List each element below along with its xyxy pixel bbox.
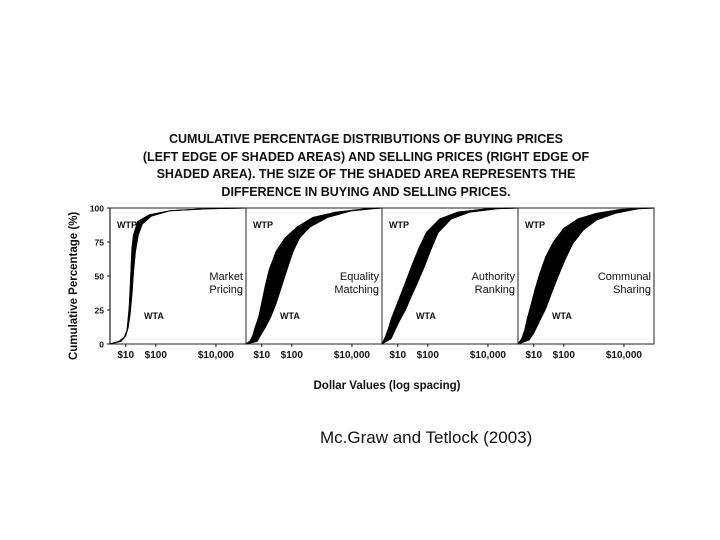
x-tick-label: $10,000 <box>334 350 371 361</box>
wta-label: WTA <box>280 311 300 321</box>
y-tick-label: 25 <box>95 306 105 316</box>
wtp-label: WTP <box>117 220 137 230</box>
source-credit: Mc.Graw and Tetlock (2003) <box>320 428 533 447</box>
x-tick-label: $100 <box>417 350 440 361</box>
title-line: SHADED AREA). THE SIZE OF THE SHADED ARE… <box>156 167 576 181</box>
panel-name: Authority <box>472 271 516 283</box>
wta-label: WTA <box>144 311 164 321</box>
wtp-line <box>517 207 655 345</box>
wta-line <box>109 207 247 345</box>
wtp-label: WTP <box>525 220 545 230</box>
panel-name: Communal <box>598 271 651 283</box>
title-line: CUMULATIVE PERCENTAGE DISTRIBUTIONS OF B… <box>168 132 563 146</box>
x-tick-label: $10 <box>525 350 542 361</box>
y-tick-label: 75 <box>95 238 105 248</box>
y-axis-label: Cumulative Percentage (%) <box>68 212 80 360</box>
x-tick-label: $100 <box>145 350 168 361</box>
panel-frame <box>517 207 655 345</box>
title-line: (LEFT EDGE OF SHADED AREAS) AND SELLING … <box>142 149 590 164</box>
x-tick-label: $10,000 <box>470 350 507 361</box>
title-line: DIFFERENCE IN BUYING AND SELLING PRICES. <box>221 184 511 199</box>
panel-name: Ranking <box>475 284 515 296</box>
x-tick-label: $10,000 <box>606 350 643 361</box>
x-tick-label: $10 <box>253 350 270 361</box>
panel-name: Market <box>209 271 243 283</box>
wta-line <box>245 207 383 345</box>
wta-line <box>517 207 655 345</box>
wta-label: WTA <box>552 311 572 321</box>
wta-line <box>381 207 519 345</box>
panel-name: Equality <box>340 271 380 283</box>
y-tick-label: 0 <box>99 340 104 350</box>
wtp-label: WTP <box>389 220 409 230</box>
wta-label: WTA <box>416 311 436 321</box>
x-axis-label: Dollar Values (log spacing) <box>314 380 461 392</box>
x-tick-label: $10 <box>389 350 406 361</box>
x-tick-label: $100 <box>553 350 576 361</box>
y-tick-label: 50 <box>95 272 105 282</box>
chart-title: CUMULATIVE PERCENTAGE DISTRIBUTIONS OF B… <box>100 131 632 201</box>
panel-name: Matching <box>334 284 379 296</box>
x-tick-label: $100 <box>281 350 304 361</box>
wtp-line <box>109 207 247 345</box>
x-tick-label: $10 <box>117 350 134 361</box>
wtp-line <box>381 207 519 345</box>
panel-name: Sharing <box>613 284 651 296</box>
y-tick-label: 100 <box>90 204 104 214</box>
wtp-label: WTP <box>253 220 273 230</box>
panel-name: Pricing <box>209 284 243 296</box>
wtp-line <box>245 207 383 345</box>
x-tick-label: $10,000 <box>198 350 235 361</box>
